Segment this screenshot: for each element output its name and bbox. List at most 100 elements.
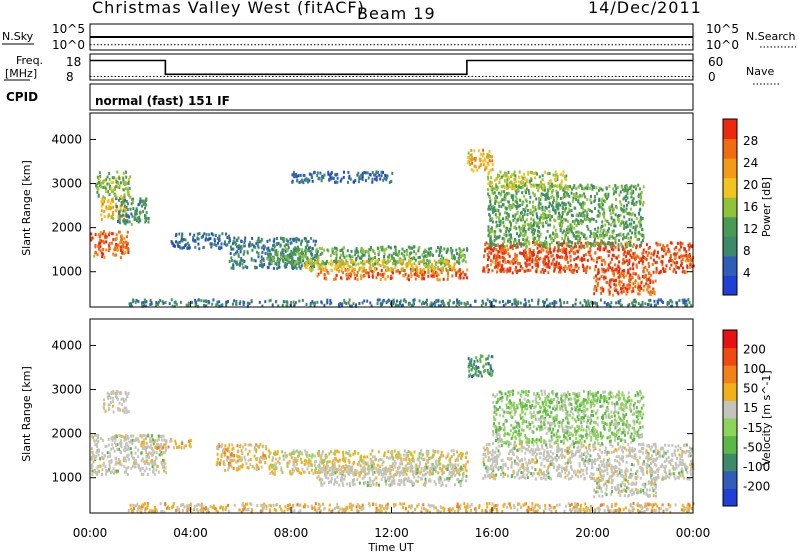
scatter-cell xyxy=(542,216,545,220)
scatter-cell xyxy=(336,172,339,176)
scatter-cell xyxy=(157,470,160,474)
scatter-cell xyxy=(293,304,296,308)
scatter-cell xyxy=(280,251,283,255)
scatter-cell xyxy=(593,276,596,280)
scatter-cell xyxy=(611,244,614,248)
scatter-cell xyxy=(212,298,215,302)
scatter-cell xyxy=(587,250,590,254)
scatter-cell xyxy=(395,303,397,307)
scatter-cell xyxy=(118,184,121,188)
scatter-cell xyxy=(461,253,464,257)
scatter-cell xyxy=(511,302,514,306)
scatter-cell xyxy=(501,203,504,207)
scatter-cell xyxy=(178,240,181,244)
scatter-cell xyxy=(103,454,106,458)
scatter-cell xyxy=(242,266,245,270)
scatter-cell xyxy=(282,248,285,252)
scatter-cell xyxy=(243,239,246,243)
scatter-cell xyxy=(473,149,476,153)
scatter-cell xyxy=(362,269,365,273)
scatter-cell xyxy=(667,301,669,305)
scatter-cell xyxy=(133,215,136,219)
scatter-cell xyxy=(420,302,423,306)
scatter-cell xyxy=(502,217,504,221)
scatter-cell xyxy=(535,221,538,225)
scatter-cell xyxy=(251,465,254,469)
scatter-cell xyxy=(562,170,565,174)
scatter-cell xyxy=(496,254,499,258)
scatter-cell xyxy=(520,175,523,179)
scatter-cell xyxy=(115,243,118,246)
scatter-cell xyxy=(516,245,519,249)
scatter-cell xyxy=(643,276,646,280)
scatter-cell xyxy=(184,444,187,448)
scatter-cell xyxy=(133,461,136,465)
scatter-cell xyxy=(334,173,337,177)
scatter-cell xyxy=(643,284,646,288)
scatter-cell xyxy=(145,458,148,462)
scatter-cell xyxy=(567,225,570,229)
scatter-cell xyxy=(564,264,567,268)
scatter-cell xyxy=(676,301,679,305)
scatter-cell xyxy=(619,190,622,194)
scatter-cell xyxy=(354,276,357,280)
scatter-cell xyxy=(149,440,152,444)
scatter-cell xyxy=(487,175,489,179)
scatter-cell xyxy=(327,271,330,275)
scatter-cell xyxy=(120,463,123,467)
scatter-cell xyxy=(99,184,102,188)
scatter-cell xyxy=(511,204,514,208)
scatter-cell xyxy=(599,241,602,245)
scatter-cell xyxy=(523,194,526,198)
scatter-cell xyxy=(487,155,490,159)
scatter-cell xyxy=(413,262,416,266)
scatter-cell xyxy=(216,461,219,465)
scatter-cell xyxy=(545,250,548,254)
scatter-cell xyxy=(366,271,369,275)
scatter-cell xyxy=(108,182,111,186)
scatter-cell xyxy=(371,460,374,463)
scatter-cell xyxy=(130,439,132,443)
scatter-cell xyxy=(548,180,551,183)
scatter-cell xyxy=(231,302,234,306)
scatter-cell xyxy=(538,175,541,179)
scatter-cell xyxy=(335,268,338,272)
scatter-cell xyxy=(152,451,155,455)
scatter-cell xyxy=(305,455,308,459)
scatter-cell xyxy=(298,181,301,184)
scatter-cell xyxy=(458,261,461,265)
scatter-cell xyxy=(150,302,153,306)
scatter-cell xyxy=(111,443,114,447)
scatter-cell xyxy=(554,177,556,181)
scatter-cell xyxy=(397,269,400,273)
scatter-cell xyxy=(544,197,547,201)
scatter-cell xyxy=(125,240,127,244)
scatter-cell xyxy=(159,443,162,446)
scatter-cell xyxy=(629,283,632,287)
scatter-cell xyxy=(491,248,494,252)
scatter-cell xyxy=(639,303,642,307)
scatter-cell xyxy=(168,302,171,306)
scatter-cell xyxy=(400,258,403,262)
scatter-cell xyxy=(430,301,433,305)
scatter-cell xyxy=(377,271,380,275)
scatter-cell xyxy=(256,466,259,469)
scatter-cell xyxy=(134,451,137,455)
scatter-cell xyxy=(274,457,277,461)
scatter-cell xyxy=(488,150,491,153)
scatter-cell xyxy=(382,272,385,276)
scatter-cell xyxy=(570,241,573,244)
scatter-cell xyxy=(523,228,526,231)
scatter-cell xyxy=(505,250,507,254)
scatter-cell xyxy=(108,178,111,181)
scatter-cell xyxy=(132,434,135,438)
scatter-cell xyxy=(260,238,263,242)
scatter-cell xyxy=(91,435,94,439)
scatter-cell xyxy=(570,191,573,195)
scatter-cell xyxy=(276,257,279,261)
scatter-cell xyxy=(314,301,317,305)
scatter-cell xyxy=(362,248,365,252)
scatter-cell xyxy=(553,304,556,308)
scatter-cell xyxy=(498,300,501,304)
scatter-cell xyxy=(125,437,128,441)
